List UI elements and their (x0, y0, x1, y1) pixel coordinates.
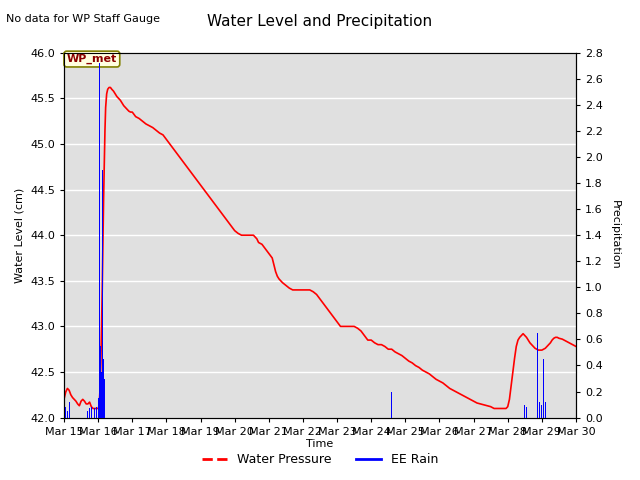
Bar (526, 407, 527, 418)
Y-axis label: Precipitation: Precipitation (609, 200, 620, 270)
Bar (99, 63, 100, 418)
Bar (65, 407, 66, 418)
Bar (96, 407, 97, 418)
Bar (68, 402, 70, 418)
Y-axis label: Water Level (cm): Water Level (cm) (15, 188, 24, 283)
Bar (104, 379, 105, 418)
Bar (94, 408, 95, 418)
Bar (89, 408, 90, 418)
Bar (63, 405, 65, 418)
Bar (545, 402, 546, 418)
Bar (67, 411, 68, 418)
Text: WP_met: WP_met (67, 54, 117, 64)
Legend: Water Pressure, EE Rain: Water Pressure, EE Rain (196, 448, 444, 471)
Bar (543, 359, 544, 418)
X-axis label: Time: Time (307, 439, 333, 449)
Bar (100, 346, 101, 418)
Bar (101, 372, 102, 418)
Bar (103, 359, 104, 418)
Text: Water Level and Precipitation: Water Level and Precipitation (207, 14, 433, 29)
Bar (391, 392, 392, 418)
Bar (539, 402, 540, 418)
Bar (541, 405, 542, 418)
Bar (98, 398, 99, 418)
Bar (524, 405, 525, 418)
Bar (91, 407, 92, 418)
Text: No data for WP Staff Gauge: No data for WP Staff Gauge (6, 14, 161, 24)
